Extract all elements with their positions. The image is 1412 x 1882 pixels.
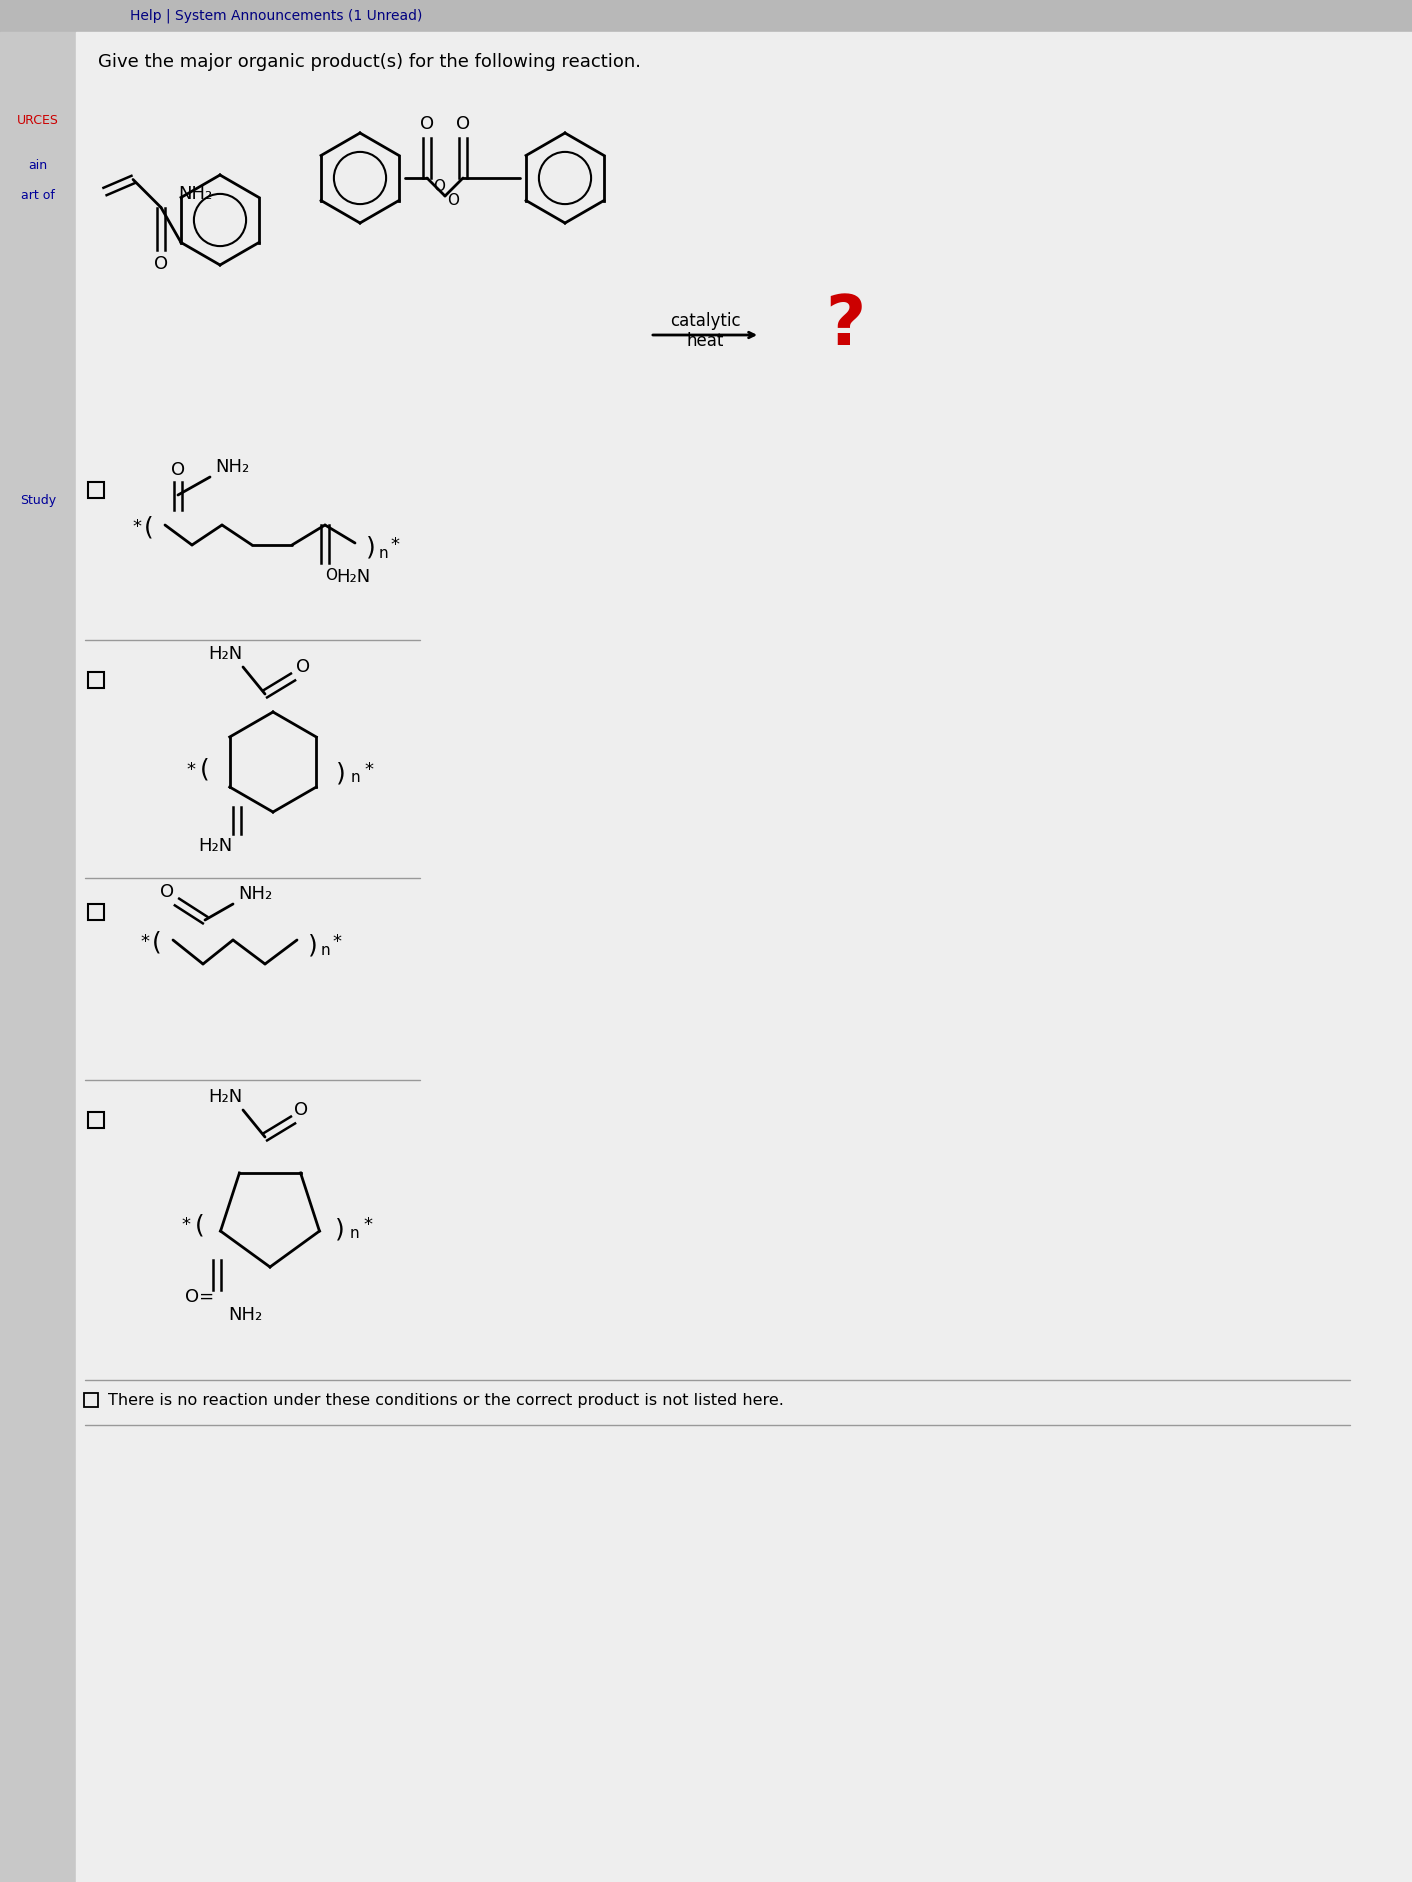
Text: O: O xyxy=(154,254,168,273)
Text: URCES: URCES xyxy=(17,113,59,126)
Bar xyxy=(88,482,104,499)
Text: H₂N: H₂N xyxy=(208,646,241,662)
Text: (: ( xyxy=(195,1214,205,1236)
Text: O: O xyxy=(325,568,337,583)
Text: O: O xyxy=(419,115,433,134)
Text: *: * xyxy=(391,536,400,553)
Text: ): ) xyxy=(335,1218,345,1240)
Text: O: O xyxy=(297,659,311,676)
Text: *: * xyxy=(133,518,141,536)
Text: There is no reaction under these conditions or the correct product is not listed: There is no reaction under these conditi… xyxy=(107,1393,784,1408)
Bar xyxy=(0,32,76,1882)
Text: *: * xyxy=(332,933,342,950)
Text: catalytic: catalytic xyxy=(669,312,740,329)
Text: n: n xyxy=(378,546,388,561)
Text: H₂N: H₂N xyxy=(336,568,370,585)
Text: heat: heat xyxy=(686,331,724,350)
Text: (: ( xyxy=(152,930,162,954)
Bar xyxy=(83,1393,97,1408)
Text: NH₂: NH₂ xyxy=(178,184,212,203)
Text: O: O xyxy=(294,1101,308,1120)
Bar xyxy=(88,1112,104,1127)
Text: NH₂: NH₂ xyxy=(215,457,249,476)
Text: NH₂: NH₂ xyxy=(227,1306,263,1325)
Text: ?: ? xyxy=(825,292,866,358)
Bar xyxy=(88,903,104,920)
Text: Give the major organic product(s) for the following reaction.: Give the major organic product(s) for th… xyxy=(97,53,641,72)
Text: O=: O= xyxy=(185,1287,215,1306)
Text: ): ) xyxy=(336,762,346,787)
Text: ): ) xyxy=(308,933,318,958)
Text: O: O xyxy=(160,883,174,901)
Text: H₂N: H₂N xyxy=(208,1088,241,1107)
Text: n: n xyxy=(349,1225,359,1240)
Text: (: ( xyxy=(201,758,210,783)
Text: *: * xyxy=(363,1216,373,1235)
Text: *: * xyxy=(364,760,374,779)
Bar xyxy=(0,0,1412,32)
Text: O: O xyxy=(433,179,445,194)
Text: ain: ain xyxy=(28,158,48,171)
Text: Study: Study xyxy=(20,493,56,506)
Text: Help | System Announcements (1 Unread): Help | System Announcements (1 Unread) xyxy=(130,9,422,23)
Text: *: * xyxy=(186,760,195,779)
Text: *: * xyxy=(182,1216,191,1235)
Text: n: n xyxy=(350,770,360,785)
Text: ): ) xyxy=(366,536,376,561)
Text: O: O xyxy=(448,192,459,207)
Text: *: * xyxy=(141,933,150,950)
Text: (: ( xyxy=(144,516,154,538)
Text: O: O xyxy=(171,461,185,480)
Text: NH₂: NH₂ xyxy=(237,885,273,903)
Text: n: n xyxy=(321,943,330,958)
Text: H₂N: H₂N xyxy=(198,837,232,854)
Text: O: O xyxy=(456,115,470,134)
Bar xyxy=(88,672,104,689)
Text: art of: art of xyxy=(21,188,55,201)
